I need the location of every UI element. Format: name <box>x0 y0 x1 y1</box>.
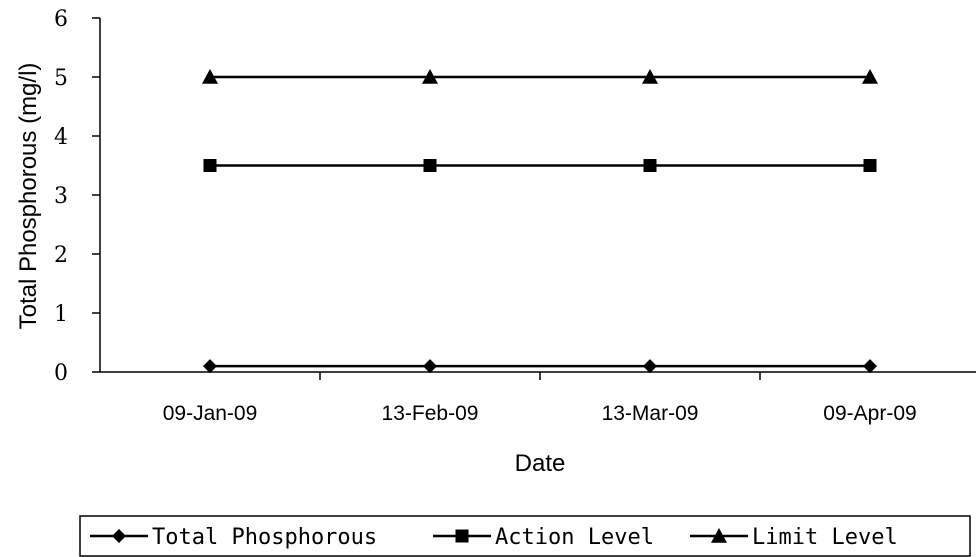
y-tick-label: 3 <box>54 184 68 209</box>
legend-item: Total Phosphorous <box>90 525 377 550</box>
legend-label: Limit Level <box>752 525 898 550</box>
y-axis-title: Total Phosphorous (mg/l) <box>15 63 42 330</box>
legend-label: Total Phosphorous <box>152 525 377 550</box>
legend-marker-diamond <box>112 529 126 543</box>
series-total-phosphorous <box>203 359 877 374</box>
legend-box <box>79 515 971 557</box>
data-point-square <box>863 159 877 172</box>
legend-label: Action Level <box>495 525 654 550</box>
data-point-square <box>203 159 217 172</box>
y-tick-label: 0 <box>54 361 68 386</box>
series-layer <box>202 69 878 374</box>
data-point-square <box>423 159 437 172</box>
data-point-diamond <box>643 359 657 374</box>
y-tick-label: 4 <box>54 125 68 150</box>
y-tick-label: 6 <box>54 7 68 32</box>
data-point-diamond <box>203 359 217 374</box>
legend-marker-triangle <box>711 528 727 543</box>
y-tick-label: 2 <box>54 243 68 268</box>
x-axis: 09-Jan-09 13-Feb-09 13-Mar-09 09-Apr-09 <box>100 371 976 425</box>
data-point-diamond <box>423 359 437 374</box>
x-tick-label: 13-Mar-09 <box>602 402 699 425</box>
legend: Total Phosphorous Action Level Limit Level <box>79 515 971 557</box>
y-tick-label: 1 <box>54 302 68 327</box>
legend-item: Limit Level <box>690 525 898 550</box>
legend-item: Action Level <box>433 525 654 550</box>
data-point-triangle <box>862 69 878 84</box>
data-point-triangle <box>422 69 438 84</box>
x-tick-label: 09-Apr-09 <box>823 402 916 425</box>
x-axis-title: Date <box>515 450 566 477</box>
x-tick-label: 09-Jan-09 <box>163 402 258 425</box>
series-limit-level <box>202 69 878 84</box>
x-tick-label: 13-Feb-09 <box>382 402 479 425</box>
data-point-triangle <box>202 69 218 84</box>
data-point-square <box>643 159 657 172</box>
data-point-triangle <box>642 69 658 84</box>
y-tick-label: 5 <box>54 66 68 91</box>
series-action-level <box>203 159 877 172</box>
y-axis: 0 1 2 3 4 5 6 <box>54 7 101 386</box>
legend-marker-square <box>455 529 469 543</box>
data-point-diamond <box>863 359 877 374</box>
